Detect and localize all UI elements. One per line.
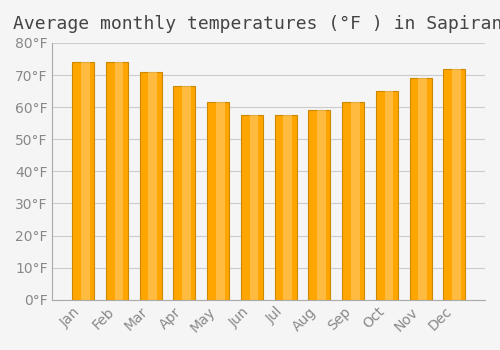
Bar (140, 72, 162, 300)
Bar (207, 102, 229, 300)
Bar (114, 62, 124, 300)
Bar (384, 91, 394, 300)
Bar (284, 115, 292, 300)
Bar (351, 102, 360, 300)
Bar (148, 72, 157, 300)
Title: Average monthly temperatures (°F ) in Sapiranga: Average monthly temperatures (°F ) in Sa… (13, 15, 500, 33)
Bar (216, 102, 224, 300)
Bar (452, 69, 461, 300)
Bar (376, 91, 398, 300)
Bar (308, 110, 330, 300)
Bar (410, 78, 432, 300)
Bar (72, 62, 94, 300)
Bar (174, 86, 196, 300)
Bar (444, 69, 466, 300)
Bar (418, 78, 427, 300)
Bar (81, 62, 90, 300)
Bar (317, 110, 326, 300)
Bar (342, 102, 364, 300)
Bar (106, 62, 128, 300)
Bar (241, 115, 263, 300)
Bar (250, 115, 258, 300)
Bar (182, 86, 191, 300)
Bar (274, 115, 296, 300)
